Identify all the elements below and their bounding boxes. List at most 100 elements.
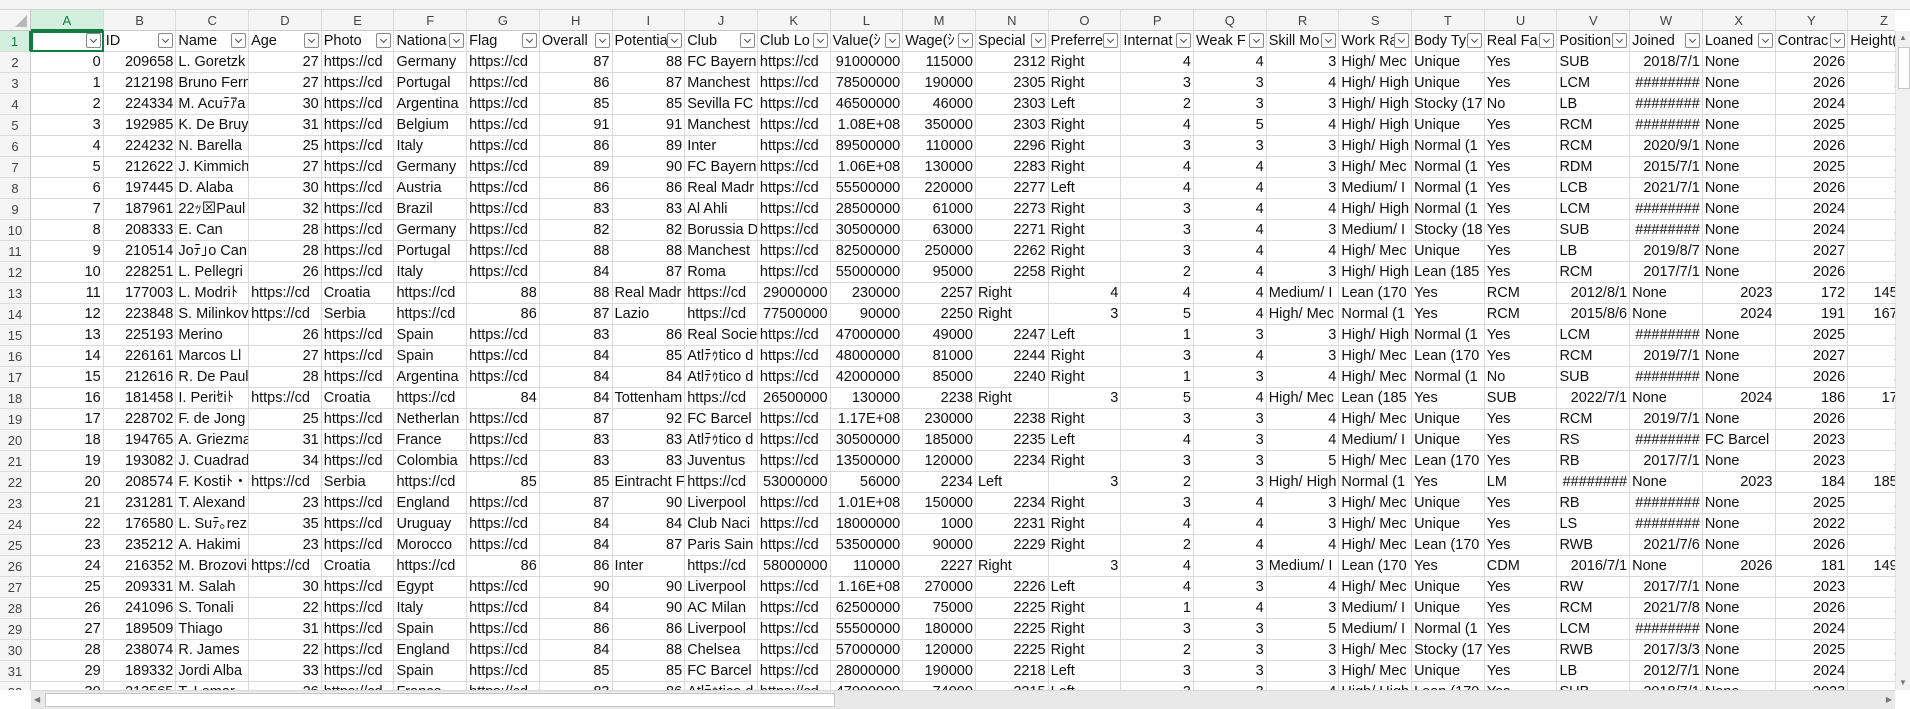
- cell[interactable]: 2026: [1775, 598, 1849, 619]
- cell[interactable]: 171: [1848, 682, 1895, 690]
- cell[interactable]: https://cd: [467, 94, 540, 115]
- cell[interactable]: 26: [31, 598, 104, 619]
- cell[interactable]: No: [1484, 367, 1558, 388]
- cell[interactable]: https://cd: [757, 451, 831, 472]
- cell[interactable]: https://cd: [685, 556, 758, 577]
- cell[interactable]: 2250: [903, 304, 976, 325]
- cell[interactable]: 180: [1848, 409, 1895, 430]
- cell[interactable]: 231281: [103, 493, 177, 514]
- cell[interactable]: https://cd: [321, 157, 395, 178]
- row-header[interactable]: 8: [0, 178, 31, 199]
- cell[interactable]: Right: [975, 556, 1049, 577]
- cell[interactable]: 2026: [1775, 535, 1849, 556]
- cell[interactable]: Real Madr: [612, 283, 686, 304]
- cell[interactable]: https://cd: [757, 136, 831, 157]
- cell[interactable]: 82500000: [830, 241, 904, 262]
- cell[interactable]: 184: [1775, 472, 1849, 493]
- cell[interactable]: Right: [975, 388, 1049, 409]
- cell[interactable]: 3: [1194, 430, 1267, 451]
- cell[interactable]: High/ Mec: [1339, 409, 1413, 430]
- cell[interactable]: 27: [249, 73, 322, 94]
- cell[interactable]: Chelsea: [685, 640, 758, 661]
- cell[interactable]: https://cd: [757, 661, 831, 682]
- row-header[interactable]: 5: [0, 115, 31, 136]
- cell[interactable]: 1.16E+08: [830, 577, 904, 598]
- cell[interactable]: https://cd: [467, 409, 540, 430]
- cell[interactable]: https://cd: [757, 73, 831, 94]
- cell[interactable]: https://cd: [757, 220, 831, 241]
- cell[interactable]: 7: [31, 199, 104, 220]
- cell[interactable]: LCM: [1557, 73, 1631, 94]
- cell[interactable]: Serbia: [321, 472, 395, 493]
- row-header[interactable]: 22: [0, 472, 31, 493]
- cell[interactable]: 84: [467, 388, 540, 409]
- cell[interactable]: 23: [31, 535, 104, 556]
- cell[interactable]: https://cd: [757, 325, 831, 346]
- cell[interactable]: 84: [612, 514, 686, 535]
- cell[interactable]: 2027: [1775, 241, 1849, 262]
- cell[interactable]: https://cd: [467, 157, 540, 178]
- cell[interactable]: Normal (1: [1339, 472, 1413, 493]
- cell[interactable]: High/ Mec: [1266, 388, 1340, 409]
- cell[interactable]: https://cd: [249, 283, 322, 304]
- cell[interactable]: 3: [1121, 493, 1194, 514]
- cell[interactable]: RCM: [1557, 409, 1631, 430]
- cell[interactable]: https://cd: [467, 619, 540, 640]
- cell[interactable]: 4: [1121, 283, 1194, 304]
- filter-dropdown-icon[interactable]: [594, 33, 610, 48]
- cell[interactable]: 83: [540, 682, 613, 690]
- cell[interactable]: 2312: [975, 52, 1049, 73]
- column-header-D[interactable]: D: [249, 10, 322, 31]
- cell[interactable]: https://cd: [249, 556, 322, 577]
- row-header[interactable]: 10: [0, 220, 31, 241]
- cell[interactable]: 1: [1121, 325, 1194, 346]
- cell[interactable]: https://cd: [757, 199, 831, 220]
- cell[interactable]: Jordi Alba: [176, 661, 250, 682]
- cell[interactable]: 2: [1121, 535, 1194, 556]
- cell[interactable]: 228251: [103, 262, 177, 283]
- cell[interactable]: Right: [1048, 598, 1122, 619]
- cell[interactable]: Yes: [1484, 220, 1558, 241]
- cell[interactable]: 63000: [903, 220, 976, 241]
- column-header-I[interactable]: I: [612, 10, 686, 31]
- cell[interactable]: 4: [1121, 514, 1194, 535]
- cell[interactable]: High/ Mec: [1339, 367, 1413, 388]
- cell[interactable]: 179: [1848, 73, 1895, 94]
- cell[interactable]: Normal (1: [1339, 304, 1413, 325]
- cell[interactable]: 83: [539, 430, 613, 451]
- cell[interactable]: 2023: [1775, 430, 1849, 451]
- cell[interactable]: 212198: [103, 73, 177, 94]
- cell[interactable]: 86: [539, 136, 613, 157]
- cell[interactable]: https://cd: [467, 661, 540, 682]
- cell[interactable]: https://cd: [394, 304, 468, 325]
- filter-dropdown-icon[interactable]: [1030, 33, 1046, 48]
- cell[interactable]: 90000: [830, 304, 904, 325]
- cell[interactable]: 1.17E+08: [830, 409, 904, 430]
- cell[interactable]: LS: [1557, 514, 1631, 535]
- cell[interactable]: 89: [612, 136, 686, 157]
- cell[interactable]: 4: [1266, 367, 1340, 388]
- cell[interactable]: 90: [539, 577, 613, 598]
- cell[interactable]: https://cd: [321, 262, 395, 283]
- cell[interactable]: 2273: [975, 199, 1049, 220]
- cell[interactable]: ########: [1630, 325, 1703, 346]
- cell[interactable]: 2024: [1775, 661, 1849, 682]
- cell[interactable]: 228702: [103, 409, 177, 430]
- cell[interactable]: 30500000: [830, 430, 904, 451]
- cell[interactable]: None: [1702, 451, 1776, 472]
- cell[interactable]: Unique: [1412, 241, 1485, 262]
- row-header[interactable]: 4: [0, 94, 31, 115]
- header-cell[interactable]: Overall: [539, 31, 613, 52]
- cell[interactable]: 57000000: [830, 640, 904, 661]
- cell[interactable]: 3: [1121, 661, 1194, 682]
- cell[interactable]: RCM: [1557, 262, 1631, 283]
- cell[interactable]: 177: [1848, 157, 1895, 178]
- cell[interactable]: 2262: [975, 241, 1049, 262]
- cell[interactable]: https://cd: [758, 682, 831, 690]
- horizontal-scrollbar[interactable]: ◀ ▶: [31, 690, 1895, 709]
- header-cell[interactable]: Value(ｼ: [830, 31, 904, 52]
- cell[interactable]: https://cd: [467, 220, 540, 241]
- filter-dropdown-icon[interactable]: [158, 33, 174, 48]
- cell[interactable]: Unique: [1412, 577, 1485, 598]
- cell[interactable]: Austria: [394, 178, 468, 199]
